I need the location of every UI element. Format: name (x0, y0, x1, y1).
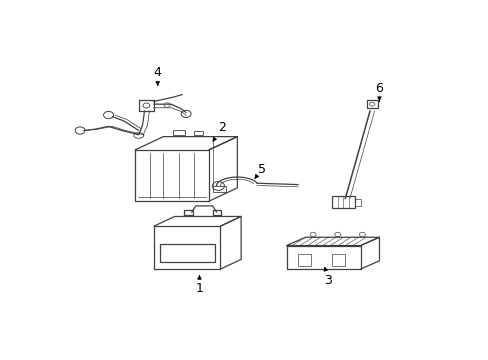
Bar (193, 131, 203, 135)
Text: 2: 2 (213, 121, 225, 141)
Text: 4: 4 (154, 66, 162, 85)
Bar (297, 254, 311, 266)
Bar (212, 186, 225, 192)
Bar (331, 197, 354, 208)
Bar (331, 254, 345, 266)
Text: 5: 5 (254, 163, 265, 178)
Text: 6: 6 (375, 82, 383, 101)
Bar (159, 244, 214, 262)
Bar (354, 199, 360, 206)
Text: 1: 1 (195, 276, 203, 295)
Bar (173, 130, 184, 135)
Bar (366, 100, 377, 108)
Text: 3: 3 (324, 267, 331, 287)
